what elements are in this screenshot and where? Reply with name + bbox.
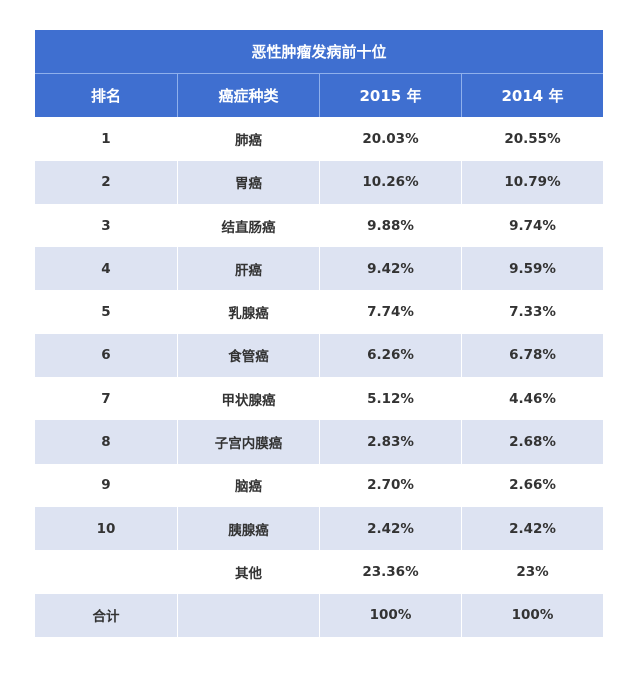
table-row: 10 胰腺癌 2.42% 2.42%: [35, 506, 603, 551]
rank-cell: 3: [101, 217, 111, 234]
rate-2014-cell: 7.33%: [461, 290, 603, 334]
rate-2014-cell: 2.68%: [461, 420, 603, 464]
rate-2015-cell: 5.12%: [319, 377, 461, 421]
cancer-type-cell: 肺癌: [177, 117, 319, 161]
cancer-type-cell: 胰腺癌: [177, 506, 319, 551]
rate-2014-cell: 4.46%: [461, 377, 603, 421]
rate-2015-cell: 2.70%: [319, 463, 461, 507]
rate-2015-cell: 9.88%: [319, 203, 461, 248]
rank-cell: 7: [101, 390, 111, 407]
table-row: 4 肝癌 9.42% 9.59%: [35, 247, 603, 291]
cancer-type-cell: 肝癌: [177, 247, 319, 291]
cancer-type-cell: 食管癌: [177, 333, 319, 378]
rank-cell: 5: [101, 304, 111, 321]
rate-2014-cell: 2.66%: [461, 463, 603, 507]
header-2014: 2014 年: [461, 74, 603, 118]
rate-2014-cell: 9.74%: [461, 203, 603, 248]
table-row: 合计 100% 100%: [35, 593, 603, 637]
cancer-type-cell: 其他: [177, 550, 319, 594]
rate-2014-cell: 100%: [461, 593, 603, 637]
table-row: 6 食管癌 6.26% 6.78%: [35, 333, 603, 378]
table-row: 8 子宫内膜癌 2.83% 2.68%: [35, 420, 603, 464]
rate-2015-cell: 2.83%: [319, 420, 461, 464]
cancer-type-cell: 甲状腺癌: [177, 377, 319, 421]
cancer-type-cell: 乳腺癌: [177, 290, 319, 334]
header-2015: 2015 年: [319, 74, 461, 118]
table-row: 5 乳腺癌 7.74% 7.33%: [35, 290, 603, 334]
rate-2014-cell: 6.78%: [461, 333, 603, 378]
header-rank: 排名: [90, 87, 121, 106]
rate-2015-cell: 7.74%: [319, 290, 461, 334]
rank-cell: 9: [101, 477, 111, 494]
table-row: 7 甲状腺癌 5.12% 4.46%: [35, 377, 603, 421]
table-row: 其他 23.36% 23%: [35, 550, 603, 594]
rate-2015-cell: 6.26%: [319, 333, 461, 378]
rank-cell: 2: [101, 174, 111, 191]
rank-cell: 合计: [92, 609, 120, 626]
table-row: 1 肺癌 20.03% 20.55%: [35, 117, 603, 161]
rank-cell: [35, 550, 177, 593]
rate-2014-cell: 23%: [461, 550, 603, 594]
table-title: 恶性肿瘤发病前十位: [35, 30, 603, 74]
rate-2015-cell: 23.36%: [319, 550, 461, 594]
header-row: 排名 癌症种类 2015 年 2014 年: [35, 74, 603, 118]
cancer-type-cell: 胃癌: [177, 160, 319, 204]
rank-cell: 8: [101, 434, 111, 451]
cancer-type-cell: 结直肠癌: [177, 203, 319, 248]
table-row: 9 脑癌 2.70% 2.66%: [35, 463, 603, 507]
rate-2015-cell: 2.42%: [319, 506, 461, 551]
header-cancer-type: 癌症种类: [177, 74, 319, 118]
cancer-type-cell: 子宫内膜癌: [177, 420, 319, 464]
cancer-type-cell: 脑癌: [177, 463, 319, 507]
rank-cell: 10: [96, 520, 116, 537]
cancer-incidence-table: 恶性肿瘤发病前十位 排名 癌症种类 2015 年 2014 年 1 肺癌 20.03…: [35, 30, 603, 637]
rank-cell: 6: [101, 347, 111, 364]
rate-2015-cell: 9.42%: [319, 247, 461, 291]
rank-cell: 1: [101, 130, 111, 147]
rate-2014-cell: 2.42%: [461, 506, 603, 551]
rate-2015-cell: 100%: [319, 593, 461, 637]
table-row: 2 胃癌 10.26% 10.79%: [35, 160, 603, 204]
rate-2014-cell: 9.59%: [461, 247, 603, 291]
rank-cell: 4: [101, 260, 111, 277]
rate-2015-cell: 20.03%: [319, 117, 461, 161]
rate-2015-cell: 10.26%: [319, 160, 461, 204]
rate-2014-cell: 20.55%: [461, 117, 603, 161]
cancer-type-cell: [177, 593, 319, 637]
table-row: 3 结直肠癌 9.88% 9.74%: [35, 203, 603, 248]
rate-2014-cell: 10.79%: [461, 160, 603, 204]
